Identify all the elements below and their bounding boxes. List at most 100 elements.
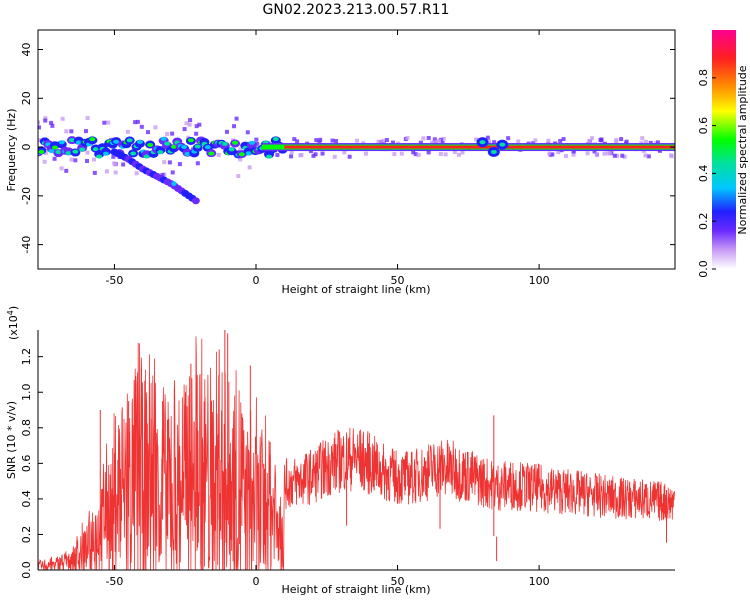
spectrogram-cell (234, 116, 239, 121)
spectrogram-cell (640, 136, 645, 141)
spectrogram-x-tick-label: 0 (252, 274, 259, 287)
spectrogram-cell (160, 136, 167, 141)
spectrogram-cell (43, 151, 48, 156)
spectrogram-cell (255, 141, 260, 146)
spectrogram-cell (85, 158, 90, 163)
spectrogram-cell (72, 149, 79, 154)
spectrogram-cell (391, 140, 396, 145)
spectrogram-cell (188, 118, 193, 123)
spectrogram-cell (38, 120, 41, 125)
colorbar-label: Normalized spectral amplitude (736, 65, 749, 234)
spectrogram-cell (436, 138, 441, 143)
snr-y-axis-label: SNR (10 * v/v) (5, 401, 18, 479)
spectrogram-cell (413, 152, 418, 157)
spectrogram-cell (102, 151, 109, 156)
spectrogram-cell (245, 130, 250, 135)
spectrogram-cell (112, 161, 117, 166)
spectrogram-frame (37, 29, 676, 270)
spectrogram-x-tick-label: -50 (105, 274, 123, 287)
spectrogram-cell (182, 127, 187, 132)
spectrogram-cell (311, 153, 316, 158)
spectrogram-cell (136, 140, 143, 145)
spectrogram-cell (194, 131, 199, 136)
spectrogram-cell (106, 120, 111, 125)
spectrogram-cell (355, 138, 360, 143)
spectrogram-cell (612, 153, 617, 158)
spectrogram-cell (384, 138, 389, 143)
spectrogram-cell (614, 138, 619, 143)
snr-y-tick-label: 0.4 (20, 490, 33, 508)
spectrogram-ticks: -50 0 50 100 -40 -20 0 20 40 (20, 30, 675, 287)
spectrogram-cell (499, 142, 506, 147)
spectrogram-cell (619, 137, 624, 142)
snr-x-tick-label: 100 (529, 575, 550, 588)
spectrogram-cell (561, 137, 566, 142)
spectrogram-cell (485, 135, 490, 140)
spectrogram-cell (456, 152, 461, 157)
spectrogram-cell (50, 123, 55, 128)
spectrogram-cell (516, 139, 521, 144)
spectrogram-cell (232, 124, 237, 129)
spectrogram-cell (392, 152, 397, 157)
spectrogram-cell (330, 138, 335, 143)
spectrogram-cell (147, 142, 154, 147)
spectrogram-cell (187, 138, 194, 143)
spectrogram-cell (64, 168, 69, 173)
spectrogram-cell (197, 122, 202, 127)
spectrogram-cell (164, 141, 171, 146)
spectrogram-cell (184, 151, 191, 156)
spectrogram-cell (342, 150, 347, 155)
spectrogram-cell (592, 149, 597, 154)
spectrogram-cell (146, 130, 151, 135)
spectrogram-cell (69, 129, 74, 134)
spectrogram-cell (254, 137, 259, 142)
spectrogram-cell (59, 166, 64, 171)
spectrogram-cell (599, 138, 604, 143)
colorbar-tick-label: 0.8 (697, 69, 710, 87)
spectrogram-y-tick-label: -40 (20, 236, 33, 254)
spectrogram-cell (474, 137, 479, 142)
spectrogram-cell (238, 147, 243, 152)
spectrogram-cell (432, 137, 437, 142)
snr-y-tick-label: 1.0 (20, 383, 33, 401)
spectrogram-cell (113, 139, 120, 144)
spectrogram-cell (314, 138, 319, 143)
spectrogram-cell (292, 137, 297, 142)
snr-y-tick-label: 0.6 (20, 455, 33, 473)
spectrogram-cell (238, 152, 245, 157)
spectrogram-cell (602, 151, 607, 156)
snr-ticks: -50 0 50 100 0.0 0.2 0.4 0.6 0.8 1.0 1.2 (20, 348, 550, 588)
spectrogram-cell (571, 149, 576, 154)
spectrogram-cell (125, 129, 130, 134)
spectrogram-cell (332, 154, 337, 159)
spectrogram-cell (643, 153, 648, 158)
spectrogram-plot-area (38, 116, 675, 205)
spectrogram-cell (73, 158, 78, 163)
spectrogram-drift-cell (171, 181, 177, 187)
spectrogram-cell (65, 151, 72, 156)
spectrogram-cell (452, 150, 457, 155)
spectrogram-cell (433, 140, 438, 145)
spectrogram-cell (43, 118, 48, 123)
spectrogram-cell (334, 139, 339, 144)
spectrogram-cell (563, 153, 568, 158)
spectrogram-cell (204, 145, 211, 150)
spectrogram-cell (216, 152, 221, 157)
spectrogram-cell (399, 151, 404, 156)
spectrogram-cell (320, 151, 325, 156)
spectrogram-cell (594, 152, 599, 157)
spectrogram-cell (506, 136, 511, 141)
spectrogram-cell (655, 140, 660, 145)
spectrogram-cell (64, 129, 69, 134)
spectrogram-cell (605, 151, 610, 156)
spectrogram-y-axis-label: Frequency (Hz) (5, 109, 18, 192)
spectrogram-cell (643, 139, 648, 144)
spectrogram-cell (170, 131, 175, 136)
spectrogram-cell (43, 116, 48, 121)
spectrogram-cell (533, 138, 538, 143)
snr-multiplier-label: (x104) (6, 306, 20, 340)
spectrogram-cell (160, 172, 165, 177)
spectrogram-cell (347, 154, 352, 159)
spectrogram-cell (221, 141, 228, 146)
